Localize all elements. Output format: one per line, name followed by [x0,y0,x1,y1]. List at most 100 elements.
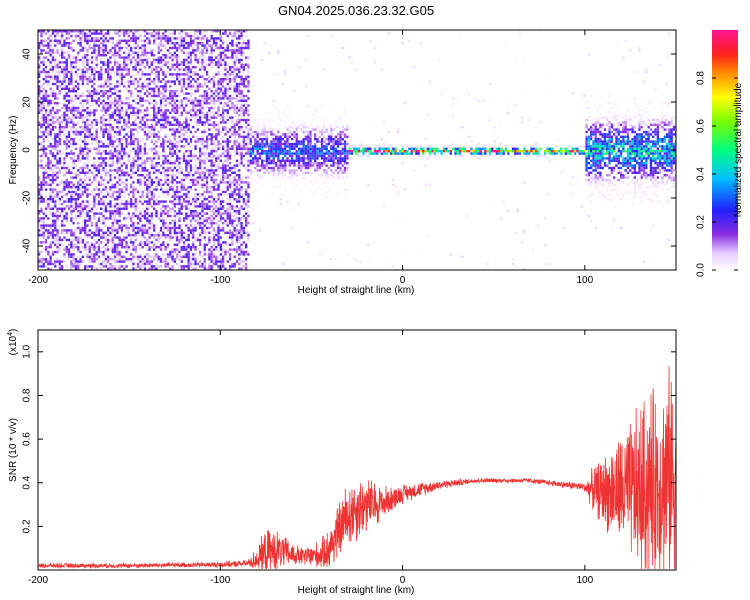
spectrogram-cell [173,128,176,131]
spectrogram-cell [199,75,202,78]
spectrogram-cell [162,222,165,225]
spectrogram-cell [63,44,66,47]
spectrogram-cell [222,226,225,230]
spectrogram-cell [231,73,234,76]
spectrogram-cell [189,219,193,222]
spectrogram-cell [155,116,158,119]
spectrogram-cell [182,183,186,186]
spectrogram-cell [113,75,117,78]
spectrogram-cell [235,186,239,189]
spectrogram-cell [104,164,107,167]
spectrogram-cell [136,73,140,76]
spectrogram-cell [97,70,101,74]
spectrogram-cell [116,54,119,57]
spectrogram-cell [222,111,225,114]
spectrogram-cell [157,265,160,268]
spectrogram-cell [58,54,61,57]
spectrogram-cell [215,188,218,191]
spectrogram-cell [169,207,172,210]
spectrogram-cell [70,217,73,220]
spectrogram-cell [118,224,121,227]
spectrogram-cell [178,126,181,129]
spectrogram-cell [215,255,218,258]
spectrogram-cell [176,236,179,239]
spectrogram-cell [97,140,101,143]
spectrogram-cell [150,123,153,126]
spectrogram-cell [235,66,239,69]
spectrogram-cell [238,217,241,220]
spectrogram-cell [95,166,98,170]
spectrogram-cell [132,32,135,35]
spectrogram-cell [166,159,170,162]
spectrogram-cell [148,82,151,86]
spectrogram-cell [109,58,112,62]
spectrogram-cell [54,166,57,170]
spectrogram-cell [107,123,110,126]
spectrogram-cell [42,49,45,52]
spectrogram-cell [164,222,167,225]
spectrogram-cell [51,190,55,194]
spectrogram-cell [97,37,101,40]
spectrogram-cell [146,193,149,196]
spectrogram-cell [205,145,209,148]
spectrogram-cell [217,193,220,196]
spectrogram-cell [100,130,103,134]
spectrogram-cell [125,121,128,124]
spectrogram-cell [97,73,101,76]
spectrogram-cell [169,186,172,189]
spectrogram-cell [40,241,43,244]
spectrogram-cell [215,138,218,141]
spectrogram-cell [65,152,68,155]
spectrogram-cell [164,39,167,42]
spectrogram-cell [93,109,96,112]
spectrogram-cell [40,234,43,237]
spectrogram-cell [118,90,121,93]
spectrogram-cell [219,138,222,141]
spectrogram-cell [164,109,167,112]
spectrogram-cell [132,164,135,167]
spectrogram-cell [107,109,110,112]
spectrogram-cell [222,118,225,122]
spectrogram-cell [111,186,114,189]
spectrogram-cell [199,164,202,167]
spectrogram-cell [164,181,167,184]
spectrogram-cell [199,102,202,105]
spectrogram-cell [65,214,68,218]
spectrogram-cell [148,102,151,105]
spectrogram-cell [54,229,57,232]
spectrogram-cell [67,190,71,194]
spectrogram-cell [180,145,183,148]
spectrogram-cell [153,42,156,45]
spectrogram-cell [235,238,239,242]
spectrogram-cell [40,166,43,170]
spectrogram-cell [187,68,190,71]
spectrogram-cell [120,212,124,215]
spectrogram-cell [42,30,45,33]
spectrogram-cell [38,94,41,98]
spectrogram-cell [70,198,73,201]
spectrogram-cell [109,238,112,242]
spectrogram-cell [224,181,227,184]
spectrogram-cell [109,154,112,158]
spectrogram-cell [162,90,165,93]
spectrogram-cell [222,265,225,268]
spectrogram-cell [134,231,137,234]
spectrogram-cell [141,128,144,131]
spectrogram-cell [222,169,225,172]
spectrogram-cell [210,169,213,172]
spectrogram-cell [208,39,211,42]
spectrogram-cell [157,30,160,33]
spectrogram-cell [224,176,227,179]
spectrogram-cell [222,250,225,254]
spectrogram-cell [159,236,163,239]
spectrogram-cell [49,111,52,114]
spectrogram-cell [228,94,232,98]
spectrogram-cell [81,152,84,155]
spectrogram-cell [113,97,117,100]
spectrogram-cell [65,92,68,95]
spectrogram-cell [157,171,160,174]
spectrogram-cell [159,70,163,74]
spectrogram-cell [111,92,114,95]
spectrogram-cell [113,56,117,59]
spectrogram-cell [226,198,229,201]
